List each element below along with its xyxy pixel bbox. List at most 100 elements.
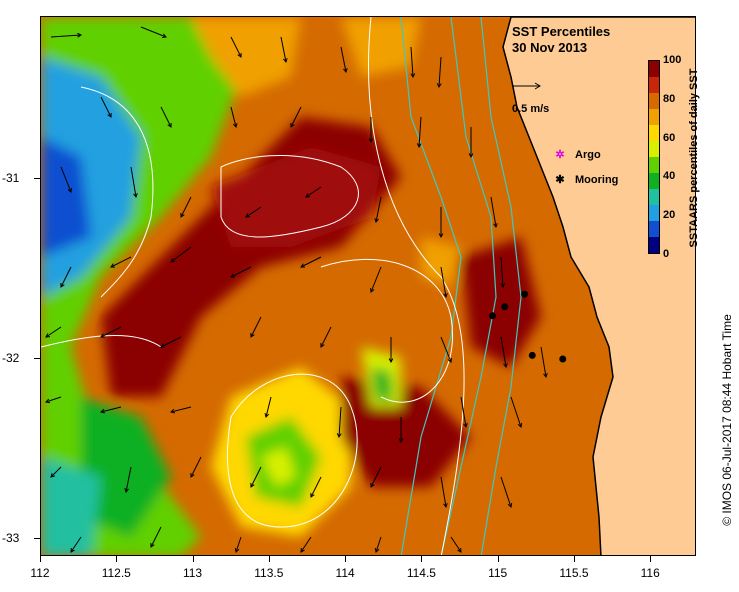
x-tick-mark — [116, 556, 118, 562]
current-arrow — [438, 207, 444, 239]
current-arrow — [124, 466, 132, 494]
current-arrow — [160, 336, 182, 348]
x-tick-label: 112 — [30, 566, 50, 580]
current-arrow — [300, 536, 312, 553]
contour-line — [368, 17, 465, 555]
current-arrow — [230, 36, 242, 58]
colorbar-tick-label: 60 — [663, 131, 676, 144]
x-tick-mark — [268, 556, 270, 562]
current-arrow — [245, 206, 262, 218]
current-arrow — [169, 406, 192, 414]
y-tick-mark — [34, 538, 40, 539]
current-arrow — [180, 196, 192, 218]
current-arrow — [540, 346, 548, 379]
contour-line — [320, 258, 453, 403]
current-arrow — [436, 56, 442, 89]
current-arrow — [410, 46, 416, 79]
colorbar-segment — [649, 61, 659, 77]
current-arrow — [60, 166, 72, 193]
colorbar-tick-label: 20 — [663, 209, 676, 222]
current-arrow — [150, 526, 162, 548]
colorbar-tick-label: 80 — [663, 92, 676, 105]
current-arrow — [398, 417, 404, 444]
current-arrow — [110, 256, 132, 268]
isobath-line — [440, 17, 497, 555]
current-arrow — [230, 266, 252, 278]
x-tick-label: 114 — [335, 566, 355, 580]
x-tick-label: 115 — [488, 566, 508, 580]
current-arrow — [490, 196, 498, 229]
current-arrow — [374, 196, 382, 224]
current-arrow — [60, 266, 72, 288]
colorbar-segment — [649, 221, 659, 237]
mooring-marker — [521, 290, 529, 298]
velocity-scale-arrow — [512, 82, 541, 90]
current-arrow — [510, 396, 523, 428]
current-arrow — [320, 326, 332, 348]
current-arrow — [45, 396, 62, 404]
x-tick-mark — [650, 556, 652, 562]
mooring-marker — [489, 312, 497, 320]
colorbar-segment — [649, 189, 659, 205]
current-arrow — [370, 266, 382, 293]
current-arrow — [230, 106, 238, 129]
x-tick-mark — [192, 556, 194, 562]
x-tick-label: 112.5 — [101, 566, 131, 580]
current-arrow — [100, 326, 122, 338]
current-arrow — [70, 536, 82, 553]
y-tick-mark — [34, 358, 40, 359]
current-arrow — [440, 266, 448, 299]
legend-argo-label: Argo — [575, 149, 601, 161]
x-tick-label: 116 — [640, 566, 660, 580]
current-arrow — [130, 166, 138, 199]
colorbar-title: SSTAARS percentiles of daily SST — [688, 68, 700, 248]
current-arrow — [500, 256, 506, 289]
mooring-marker — [501, 303, 509, 311]
current-arrow — [160, 106, 172, 128]
colorbar-segment — [649, 141, 659, 157]
mooring-marker — [559, 355, 567, 363]
current-arrow — [450, 536, 462, 553]
current-arrow — [250, 316, 262, 338]
isobath-line — [400, 17, 462, 555]
contour-line — [227, 373, 358, 528]
current-vectors — [45, 26, 548, 553]
coastline-land — [502, 17, 695, 555]
colorbar — [648, 60, 660, 254]
current-arrow — [280, 36, 288, 64]
credit-text: © IMOS 06-Jul-2017 08:44 Hobart Time — [720, 314, 734, 526]
colorbar-segment — [649, 205, 659, 221]
current-arrow — [500, 336, 508, 369]
colorbar-segment — [649, 93, 659, 109]
current-arrow — [45, 326, 62, 338]
current-arrow — [290, 106, 302, 128]
current-arrow — [368, 117, 374, 144]
current-arrow — [190, 456, 202, 478]
current-arrow — [500, 476, 513, 508]
title-block: SST Percentiles 30 Nov 2013 — [512, 24, 610, 56]
sst-field — [41, 17, 541, 555]
current-arrow — [300, 256, 322, 268]
argo-marker-icon: ✲ — [555, 149, 565, 161]
colorbar-tick-label: 40 — [663, 170, 676, 183]
mooring-markers — [489, 290, 567, 363]
mooring-marker-icon: ✱ — [555, 174, 565, 186]
colorbar-segment — [649, 109, 659, 125]
current-arrow — [250, 466, 262, 488]
current-arrow — [460, 396, 468, 429]
current-arrow — [50, 32, 83, 38]
current-arrow — [336, 406, 342, 439]
current-arrow — [264, 396, 272, 419]
current-arrow — [234, 536, 242, 553]
x-tick-label: 113.5 — [254, 566, 284, 580]
y-tick-label: -31 — [2, 171, 20, 185]
x-tick-mark — [345, 556, 347, 562]
x-tick-mark — [421, 556, 423, 562]
current-arrow — [370, 466, 382, 488]
map-title: SST Percentiles — [512, 24, 611, 39]
current-arrow — [468, 127, 474, 159]
x-tick-label: 115.5 — [559, 566, 589, 580]
x-tick-label: 114.5 — [406, 566, 436, 580]
x-tick-mark — [497, 556, 499, 562]
map-panel — [40, 16, 696, 556]
